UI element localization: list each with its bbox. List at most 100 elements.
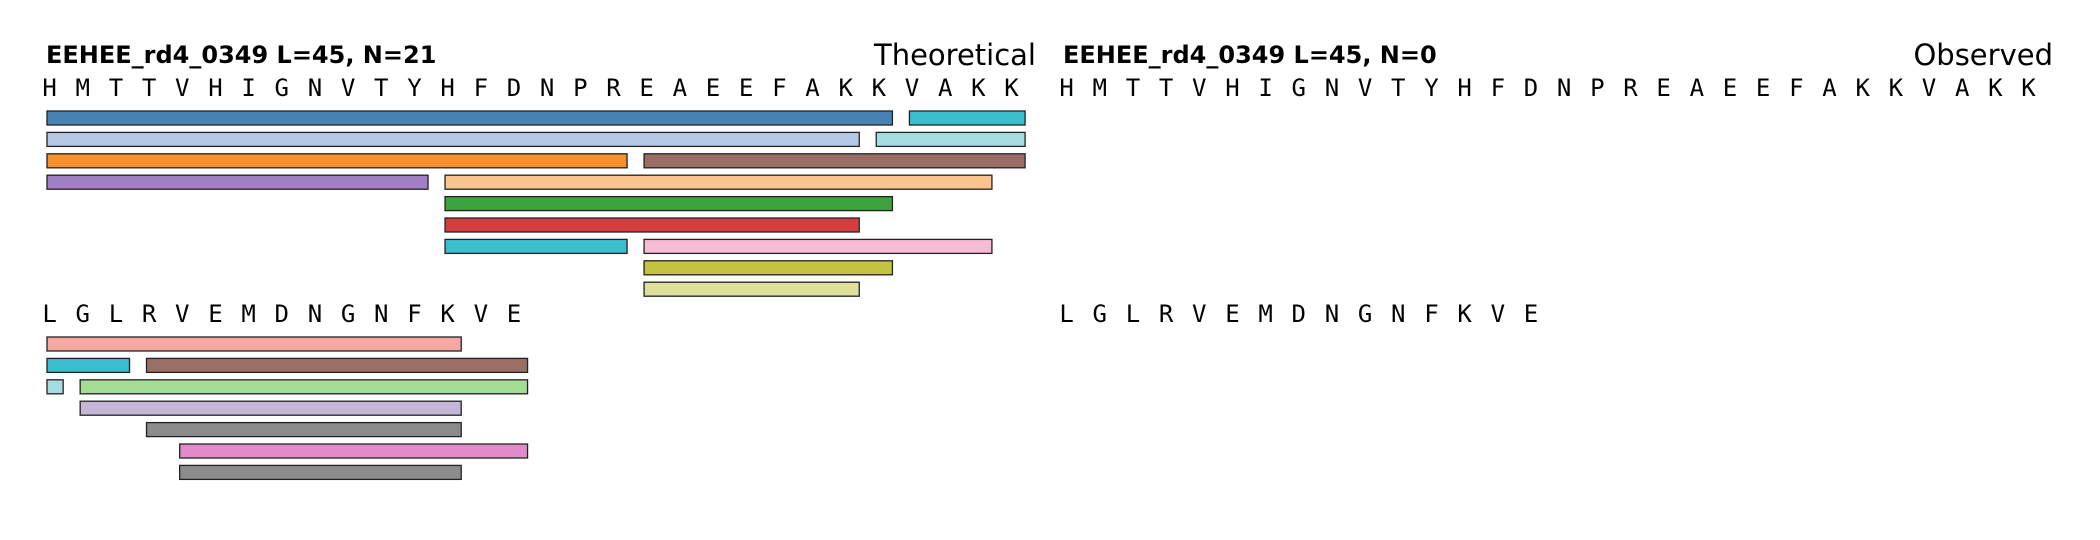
residue-letter: Y — [407, 74, 422, 102]
residue-letter: N — [1391, 300, 1405, 328]
residue-letter: N — [308, 74, 322, 102]
residue-letter: E — [1656, 74, 1670, 102]
residue-letter: V — [1922, 74, 1936, 102]
peptide-bars-row-1 — [46, 110, 1026, 297]
residue-letter: D — [1524, 74, 1538, 102]
residue-letter: E — [639, 74, 653, 102]
residue-letter: P — [573, 74, 587, 102]
residue-letter: F — [772, 74, 786, 102]
residue-letter: H — [208, 74, 222, 102]
residue-letter: E — [1723, 74, 1737, 102]
residue-letter: E — [706, 74, 720, 102]
residue-letter: A — [805, 74, 820, 102]
peptide-bar — [46, 379, 64, 395]
residue-letter: L — [1059, 300, 1073, 328]
residue-letter: K — [971, 74, 986, 102]
residue-letter: G — [1093, 300, 1107, 328]
residue-letter: F — [1789, 74, 1803, 102]
residue-letter: K — [872, 74, 887, 102]
residue-letter: T — [109, 74, 123, 102]
residue-letter: R — [606, 74, 621, 102]
residue-letter: F — [407, 300, 421, 328]
residue-letter: L — [1126, 300, 1140, 328]
residue-letter: Y — [1424, 74, 1439, 102]
peptide-bar — [46, 110, 894, 126]
residue-letter: L — [42, 300, 56, 328]
residue-letter: K — [1855, 74, 1870, 102]
panel-label: Theoretical — [873, 38, 1036, 72]
residue-letter: K — [838, 74, 853, 102]
panel-title: EEHEE_rd4_0349 L=45, N=21 — [46, 41, 436, 69]
peptide-bar — [643, 238, 993, 255]
residue-letter: F — [1491, 74, 1505, 102]
residue-letter: V — [175, 300, 189, 328]
residue-letter: H — [42, 74, 56, 102]
peptide-bars-row-2 — [46, 336, 529, 481]
peptide-bar — [908, 110, 1026, 126]
residue-letter: F — [1424, 300, 1438, 328]
residue-letter: V — [341, 74, 355, 102]
peptide-bar — [444, 174, 993, 190]
peptide-bar — [444, 195, 894, 212]
residue-letter: V — [175, 74, 189, 102]
residue-letter: V — [1491, 300, 1505, 328]
residue-letter: H — [1059, 74, 1073, 102]
residue-letter: R — [1623, 74, 1638, 102]
residue-letter: K — [1004, 74, 1019, 102]
residue-letter: T — [374, 74, 388, 102]
residue-letter: K — [1889, 74, 1904, 102]
peptide-bar — [444, 238, 628, 255]
residue-letter: E — [1524, 300, 1538, 328]
residue-letter: M — [1258, 300, 1272, 328]
residue-letter: I — [241, 74, 255, 102]
residue-letter: K — [1988, 74, 2003, 102]
residue-letter: T — [1126, 74, 1140, 102]
residue-letter: G — [76, 300, 90, 328]
residue-letter: V — [1358, 74, 1372, 102]
residue-letter: E — [1225, 300, 1239, 328]
residue-letter: N — [540, 74, 554, 102]
residue-letter: E — [208, 300, 222, 328]
residue-letter: P — [1590, 74, 1604, 102]
residue-letter: H — [1225, 74, 1239, 102]
residue-letter: N — [1557, 74, 1571, 102]
residue-letter: M — [1093, 74, 1107, 102]
residue-letter: G — [341, 300, 355, 328]
peptide-bar — [444, 217, 860, 233]
residue-letter: E — [739, 74, 753, 102]
residue-letter: N — [374, 300, 388, 328]
residue-letter: E — [507, 300, 521, 328]
peptide-bar — [179, 464, 462, 481]
residue-letter: G — [1292, 74, 1306, 102]
peptide-bar — [145, 421, 462, 438]
residue-letter: V — [474, 300, 488, 328]
residue-letter: A — [673, 74, 688, 102]
peptide-bar — [145, 357, 529, 374]
residue-letter: K — [1457, 300, 1472, 328]
peptide-bar — [79, 400, 462, 416]
residue-letter: T — [1391, 74, 1405, 102]
panel-label: Observed — [1913, 38, 2053, 72]
peptide-bar — [46, 174, 429, 190]
residue-letter: I — [1258, 74, 1272, 102]
residue-letter: V — [1192, 74, 1206, 102]
residue-letter: D — [507, 74, 521, 102]
residue-letter: A — [1955, 74, 1970, 102]
peptide-bar — [46, 357, 131, 374]
residue-letter: H — [1457, 74, 1471, 102]
residue-letter: N — [308, 300, 322, 328]
peptide-bar — [46, 131, 860, 148]
residue-letter: T — [142, 74, 156, 102]
residue-letter: N — [1325, 300, 1339, 328]
panel-title: EEHEE_rd4_0349 L=45, N=0 — [1063, 41, 1437, 69]
peptide-bar — [643, 260, 894, 276]
residue-letter: V — [905, 74, 919, 102]
residue-letter: A — [1690, 74, 1705, 102]
residue-letter: G — [275, 74, 289, 102]
residue-letter: T — [1159, 74, 1173, 102]
